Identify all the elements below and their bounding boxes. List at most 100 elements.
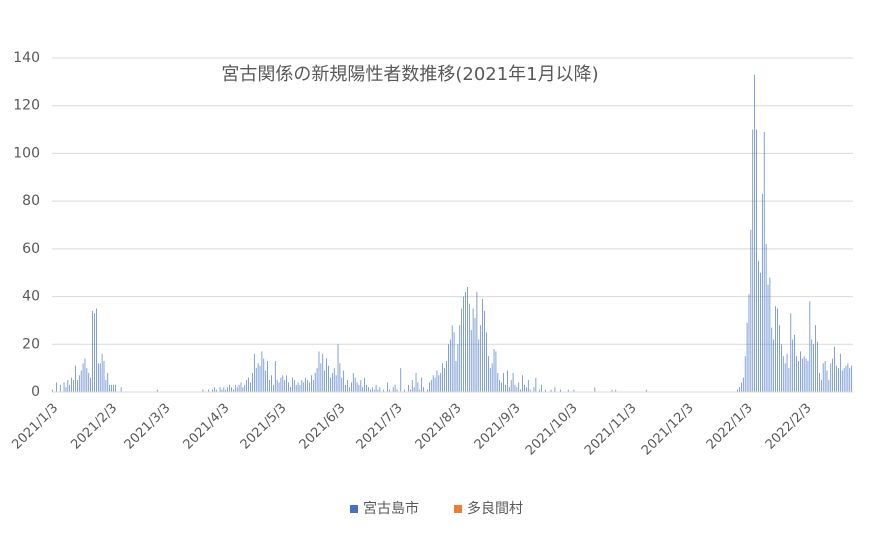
bar <box>451 325 453 392</box>
bar <box>307 380 308 392</box>
bar <box>271 375 272 392</box>
bar <box>257 363 259 392</box>
bar <box>839 353 841 392</box>
bar <box>225 389 227 392</box>
bar <box>377 389 379 392</box>
bar <box>69 384 71 392</box>
bar <box>455 360 457 392</box>
bar <box>337 344 339 392</box>
bar <box>356 382 358 392</box>
bar <box>238 384 240 392</box>
bar <box>529 389 531 392</box>
bar <box>826 370 828 392</box>
bar <box>809 301 811 392</box>
bar <box>394 384 396 392</box>
bar <box>269 380 270 392</box>
bar <box>777 308 778 392</box>
bar <box>482 298 483 392</box>
bar <box>272 384 274 392</box>
bar <box>286 375 287 392</box>
bar <box>212 389 213 392</box>
bar <box>771 327 773 392</box>
x-tick-label: 2021/2/3 <box>68 401 120 453</box>
bar <box>350 382 352 392</box>
bar <box>820 380 822 392</box>
bar <box>794 334 795 392</box>
bar <box>463 296 464 392</box>
bar <box>347 380 348 392</box>
bar <box>366 384 367 392</box>
bar <box>233 389 234 392</box>
legend-swatch <box>454 505 462 513</box>
bar <box>499 380 501 392</box>
bar <box>459 325 461 392</box>
bar <box>444 368 445 392</box>
bar <box>805 358 807 392</box>
x-tick-label: 2021/3/3 <box>122 401 174 453</box>
bar <box>234 384 236 392</box>
bar <box>741 382 742 392</box>
bar <box>801 358 803 392</box>
bar <box>242 387 244 392</box>
bar <box>476 291 478 392</box>
bar <box>115 384 116 392</box>
bar <box>430 380 432 392</box>
bar <box>748 294 750 392</box>
bar <box>507 370 508 392</box>
bar <box>101 353 103 392</box>
bar <box>505 384 506 392</box>
bar <box>71 377 72 392</box>
bar <box>788 368 790 392</box>
bar <box>352 372 354 392</box>
bar <box>331 372 333 392</box>
bar <box>253 353 255 392</box>
bar <box>362 387 364 392</box>
bar <box>516 387 518 392</box>
bar <box>480 325 482 392</box>
bar <box>250 382 251 392</box>
legend-swatch <box>350 505 358 513</box>
bar <box>320 363 322 392</box>
bar <box>486 332 487 392</box>
bar <box>56 382 57 392</box>
bar <box>474 318 476 392</box>
legend-label: 多良間村 <box>467 500 523 517</box>
bar <box>244 384 246 392</box>
bar <box>796 356 797 392</box>
bar <box>99 363 101 392</box>
bar <box>314 372 316 392</box>
bar <box>484 310 485 392</box>
x-tick-label: 2021/9/3 <box>472 401 524 453</box>
bar <box>345 384 346 392</box>
bar <box>739 387 740 392</box>
bar <box>214 387 215 392</box>
bar <box>520 389 521 392</box>
bar <box>487 356 489 392</box>
bar <box>409 389 411 392</box>
x-tick-label: 2021/5/3 <box>238 401 290 453</box>
bar <box>824 360 826 392</box>
bar <box>832 358 834 392</box>
bar <box>65 387 67 392</box>
bar <box>432 375 434 392</box>
bar <box>246 380 248 392</box>
bar <box>756 129 757 393</box>
bar <box>231 387 232 392</box>
bar <box>782 356 784 392</box>
bar <box>550 389 552 392</box>
bar <box>63 382 65 392</box>
bar <box>442 363 443 392</box>
bar <box>113 384 114 392</box>
bar <box>105 380 107 392</box>
bar <box>786 353 788 392</box>
bar <box>276 380 278 392</box>
bar <box>470 329 472 392</box>
bar <box>368 387 369 392</box>
bar <box>413 387 415 392</box>
bar <box>371 387 373 392</box>
bar <box>297 382 299 392</box>
bar <box>274 360 276 392</box>
bar <box>813 344 814 392</box>
bar <box>263 358 265 392</box>
bar <box>88 372 90 392</box>
